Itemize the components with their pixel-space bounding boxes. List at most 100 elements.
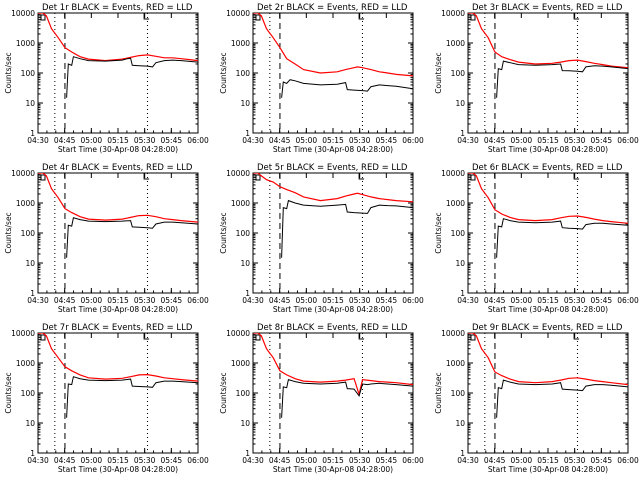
x-tick-label: 05:30 (134, 296, 156, 305)
x-tick-label: 05:30 (564, 456, 586, 465)
y-tick-label: 1 (30, 129, 35, 138)
x-tick-label: 05:45 (161, 136, 183, 145)
series-line-lld (468, 13, 628, 69)
x-tick-label: 04:45 (269, 136, 291, 145)
y-tick-label: 10 (25, 259, 35, 268)
series-line-events (66, 217, 198, 258)
x-axis-title: Start Time (30-Apr-08 04:28:00) (273, 145, 393, 154)
y-axis-title: Counts/sec (434, 52, 443, 93)
x-tick-label: 04:45 (269, 296, 291, 305)
y-tick-label: 1000 (446, 359, 465, 368)
x-tick-label: 04:45 (54, 296, 76, 305)
x-tick-label: 06:00 (187, 456, 209, 465)
y-tick-label: 1000 (16, 39, 35, 48)
chart-panel-det-6r: Det 6r BLACK = Events, RED = LLD 1 10 100 10… (434, 163, 639, 314)
y-tick-label: 1000 (446, 39, 465, 48)
chart-title: Det 5r BLACK = Events, RED = LLD (257, 163, 408, 173)
corner-marker (255, 174, 261, 181)
series-line-events (281, 199, 413, 258)
corner-marker (40, 334, 46, 341)
y-tick-label: 100 (451, 389, 466, 398)
x-tick-label: 04:45 (484, 456, 506, 465)
chart-title: Det 8r BLACK = Events, RED = LLD (257, 323, 408, 333)
x-tick-label: 04:45 (484, 136, 506, 145)
x-tick-label: 04:30 (457, 456, 479, 465)
x-tick-label: 05:00 (511, 296, 533, 305)
y-tick-label: 1 (245, 129, 250, 138)
y-tick-label: 10 (455, 99, 465, 108)
corner-marker (573, 13, 580, 20)
y-tick-label: 100 (236, 229, 251, 238)
y-axis-title: Counts/sec (434, 212, 443, 253)
x-tick-label: 05:45 (591, 136, 613, 145)
x-tick-label: 04:30 (27, 136, 49, 145)
y-tick-label: 10 (25, 99, 35, 108)
chart-panel-det-2r: Det 2r BLACK = Events, RED = LLD 1 10 100 10… (219, 3, 424, 154)
plot-frame (467, 12, 629, 134)
x-tick-label: 05:30 (564, 136, 586, 145)
y-tick-label: 10 (25, 419, 35, 428)
chart-panel-det-8r: Det 8r BLACK = Events, RED = LLD 1 10 100 10… (219, 323, 424, 474)
x-tick-label: 05:30 (134, 136, 156, 145)
x-tick-label: 04:30 (242, 296, 264, 305)
x-tick-label: 04:30 (242, 136, 264, 145)
y-tick-label: 10 (240, 419, 250, 428)
x-tick-label: 05:30 (349, 136, 371, 145)
y-tick-label: 1 (460, 449, 465, 458)
series-line-events (281, 79, 413, 98)
x-tick-label: 05:45 (591, 456, 613, 465)
x-tick-label: 05:30 (134, 456, 156, 465)
x-tick-label: 05:00 (296, 456, 318, 465)
x-tick-label: 05:00 (81, 296, 103, 305)
x-tick-label: 05:30 (349, 456, 371, 465)
corner-marker (573, 173, 580, 180)
y-tick-label: 100 (236, 69, 251, 78)
chart-title: Det 2r BLACK = Events, RED = LLD (257, 3, 408, 13)
x-tick-label: 05:00 (81, 456, 103, 465)
corner-marker (255, 334, 261, 341)
corner-marker (358, 13, 365, 20)
chart-panel-det-7r: Det 7r BLACK = Events, RED = LLD 1 10 100 10… (4, 323, 209, 474)
y-axis-title: Counts/sec (219, 372, 228, 413)
x-tick-label: 04:30 (457, 296, 479, 305)
series-line-lld (253, 333, 413, 397)
y-tick-label: 1000 (231, 39, 250, 48)
x-tick-label: 05:45 (591, 296, 613, 305)
y-tick-label: 10000 (226, 9, 250, 18)
y-axis-title: Counts/sec (434, 372, 443, 413)
y-tick-label: 10000 (226, 329, 250, 338)
corner-marker (143, 173, 150, 180)
chart-title: Det 6r BLACK = Events, RED = LLD (472, 163, 623, 173)
x-tick-label: 04:45 (484, 296, 506, 305)
chart-panel-det-1r: Det 1r BLACK = Events, RED = LLD 1 10 100 10… (4, 3, 209, 154)
corner-marker (358, 333, 365, 340)
y-tick-label: 10 (455, 419, 465, 428)
corner-marker (470, 334, 476, 341)
series-line-lld (253, 13, 413, 77)
chart-panel-det-4r: Det 4r BLACK = Events, RED = LLD 1 10 100 10… (4, 163, 209, 314)
x-axis-title: Start Time (30-Apr-08 04:28:00) (273, 465, 393, 474)
y-tick-label: 10 (455, 259, 465, 268)
plot-frame (37, 172, 199, 294)
x-tick-label: 05:15 (322, 296, 344, 305)
y-tick-label: 1000 (446, 199, 465, 208)
x-tick-label: 05:45 (376, 456, 398, 465)
corner-marker (470, 14, 476, 21)
x-axis-title: Start Time (30-Apr-08 04:28:00) (58, 305, 178, 314)
x-tick-label: 06:00 (617, 296, 639, 305)
y-tick-label: 1 (460, 289, 465, 298)
y-tick-label: 1 (245, 289, 250, 298)
corner-marker (143, 333, 150, 340)
plot-frame (252, 332, 414, 454)
x-tick-label: 06:00 (402, 456, 424, 465)
x-tick-label: 05:45 (376, 296, 398, 305)
x-tick-label: 06:00 (617, 136, 639, 145)
plot-frame (467, 332, 629, 454)
x-tick-label: 05:15 (322, 136, 344, 145)
y-tick-label: 1000 (231, 359, 250, 368)
chart-title: Det 3r BLACK = Events, RED = LLD (472, 3, 623, 13)
x-tick-label: 05:00 (81, 136, 103, 145)
y-tick-label: 1000 (16, 199, 35, 208)
corner-marker (358, 173, 365, 180)
x-axis-title: Start Time (30-Apr-08 04:28:00) (273, 305, 393, 314)
